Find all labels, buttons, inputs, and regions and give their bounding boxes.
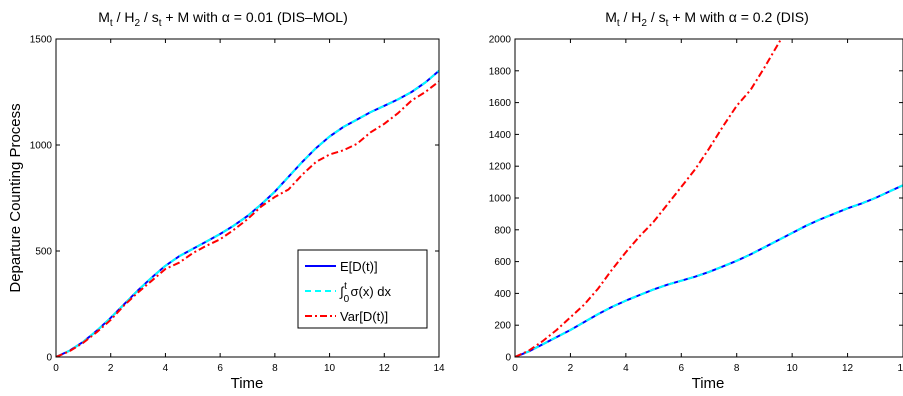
- right-x-tick-label: 4: [623, 363, 629, 374]
- right-x-tick-label: 8: [734, 363, 740, 374]
- legend-label-expected: E[D(t)]: [340, 259, 378, 274]
- right-y-tick-label: 1800: [489, 66, 512, 77]
- right-axes-box: [514, 38, 903, 358]
- right-x-tick-label: 10: [787, 363, 799, 374]
- right-x-tick-label: 0: [512, 363, 518, 374]
- left-x-tick-label: 12: [379, 363, 391, 374]
- left-x-axis-label: Time: [231, 375, 264, 392]
- left-y-axis-label: Departure Counting Process: [7, 103, 24, 292]
- left-ticks: 0 2 4 6 8 10 12 14 0 500 1000 1500: [30, 35, 445, 375]
- right-y-tick-label: 800: [494, 225, 511, 236]
- right-y-tick-label: 1600: [489, 98, 512, 109]
- left-x-tick-label: 14: [433, 363, 445, 374]
- left-variance-departures-line: [56, 80, 439, 357]
- right-y-tick-label: 1400: [489, 130, 512, 141]
- left-title: Mt / H2 / st + M with α = 0.01 (DIS–MOL): [98, 9, 348, 29]
- right-title: Mt / H2 / st + M with α = 0.2 (DIS): [605, 9, 809, 29]
- left-x-tick-label: 2: [108, 363, 114, 374]
- chart-left: Mt / H2 / st + M with α = 0.01 (DIS–MOL)…: [7, 9, 445, 392]
- right-x-axis-label: Time: [692, 375, 725, 392]
- left-y-tick-label: 0: [46, 353, 52, 364]
- right-x-tick-label: 12: [842, 363, 854, 374]
- left-x-tick-label: 6: [217, 363, 223, 374]
- left-legend: E[D(t)] ∫0t σ(x) dx Var[D(t)]: [297, 249, 428, 329]
- legend-box: [297, 249, 428, 329]
- left-y-tick-label: 1000: [30, 141, 53, 152]
- right-y-tick-label: 0: [505, 353, 511, 364]
- right-integral-sigma-line: [515, 184, 903, 357]
- left-series: [56, 70, 439, 357]
- left-x-tick-label: 0: [53, 363, 59, 374]
- right-y-tick-label: 600: [494, 257, 511, 268]
- right-x-tick-label: 14: [897, 363, 903, 374]
- left-x-tick-label: 8: [272, 363, 278, 374]
- right-series: [515, 39, 903, 357]
- chart-right: Mt / H2 / st + M with α = 0.2 (DIS) Time…: [489, 9, 903, 392]
- left-x-tick-label: 10: [324, 363, 336, 374]
- left-y-tick-label: 1500: [30, 35, 53, 46]
- right-y-tick-label: 1000: [489, 194, 512, 205]
- legend-label-integral: ∫0t σ(x) dx: [339, 281, 392, 305]
- left-axes-box: [55, 38, 440, 358]
- right-ticks: 0 2 4 6 8 10 12 14 0 200 400 600 800 1000 1200 1400 1600…: [489, 35, 903, 374]
- right-x-tick-label: 2: [568, 363, 574, 374]
- right-x-tick-label: 6: [679, 363, 685, 374]
- right-y-tick-label: 200: [494, 321, 511, 332]
- right-y-tick-label: 1200: [489, 162, 512, 173]
- right-variance-departures-line: [515, 39, 782, 357]
- left-x-tick-label: 4: [163, 363, 169, 374]
- right-y-tick-label: 2000: [489, 35, 512, 46]
- right-y-tick-label: 400: [494, 289, 511, 300]
- legend-label-variance: Var[D(t)]: [340, 309, 388, 324]
- left-y-tick-label: 500: [35, 247, 52, 258]
